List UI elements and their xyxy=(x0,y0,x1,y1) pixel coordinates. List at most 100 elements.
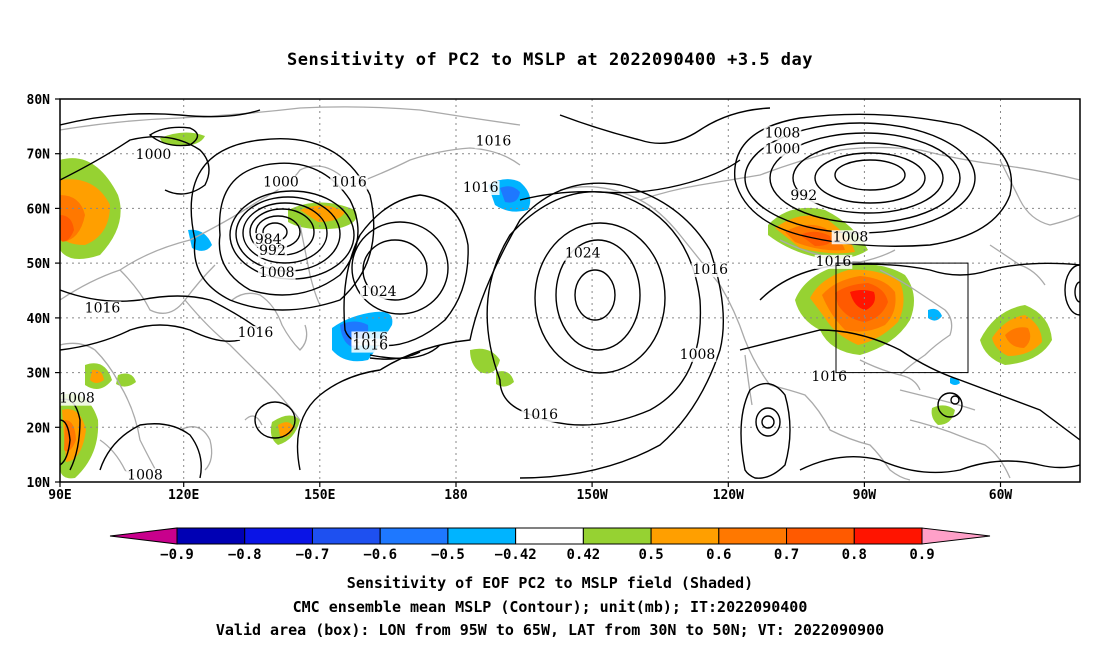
contour-label: 1008 xyxy=(59,391,95,407)
contour-label-bg xyxy=(262,175,300,190)
colorbar-labels: −0.9 −0.8 −0.7 −0.6 −0.5 −0.42 0.42 0.5 0.6 0.7 0.… xyxy=(160,547,935,563)
contour-label: 1016 xyxy=(352,338,388,354)
lon-tick-label: 120E xyxy=(168,488,199,503)
colorbar-cell xyxy=(447,527,517,545)
colorbar-label: 0.7 xyxy=(774,547,799,563)
lat-tick-label: 30N xyxy=(27,367,51,382)
caption-contour: CMC ensemble mean MSLP (Contour); unit(m… xyxy=(292,598,808,616)
colorbar-cell xyxy=(853,527,923,545)
lat-tick-label: 50N xyxy=(27,257,51,272)
colorbar-label: 0.6 xyxy=(706,547,731,563)
lon-tick-label: 150E xyxy=(304,488,335,503)
axis-ticks xyxy=(55,98,1002,487)
contour-label: 1016 xyxy=(816,254,852,270)
contour-label-bg xyxy=(691,263,730,278)
contour-label-bg xyxy=(253,232,283,247)
colorbar-cell xyxy=(582,527,652,545)
colorbar-cell xyxy=(311,527,381,545)
colorbar-label: −0.8 xyxy=(228,547,262,563)
colorbar-cell xyxy=(650,527,720,545)
lon-tick-label: 90E xyxy=(48,488,71,503)
colorbar-low-arrow xyxy=(109,527,178,545)
colorbar-cell xyxy=(244,527,313,545)
colorbar: −0.9 −0.8 −0.7 −0.6 −0.5 −0.42 0.42 0.5 0.6 0.7 0.… xyxy=(109,527,991,563)
caption-valid-area: Valid area (box): LON from 95W to 65W, L… xyxy=(215,621,885,639)
contour-label-bg xyxy=(58,391,96,406)
lat-tick-label: 20N xyxy=(27,421,51,436)
mslp-contours xyxy=(60,107,1080,479)
contour-label: 1024 xyxy=(361,284,397,300)
contour-label-bg xyxy=(83,301,122,316)
contour-label: 1016 xyxy=(238,325,274,341)
contour-label-bg xyxy=(810,369,849,384)
contour-label-bg xyxy=(814,254,853,269)
contour-label: 1016 xyxy=(692,262,728,278)
valid-area-box xyxy=(835,262,969,374)
contour-label: 1008 xyxy=(765,125,801,141)
lon-tick-label: 90W xyxy=(853,488,877,503)
contour-label: 1016 xyxy=(463,180,499,196)
chart-title: Sensitivity of PC2 to MSLP at 2022090400… xyxy=(286,50,813,70)
contour-label-bg xyxy=(461,181,500,196)
contour-label: 1016 xyxy=(331,175,367,191)
lon-tick-labels: 90E 120E 150E 180 150W 120W 90W 60W xyxy=(48,488,1012,503)
contour-label: 1008 xyxy=(680,347,716,363)
colorbar-label: 0.8 xyxy=(842,547,867,563)
contour-label: 1024 xyxy=(565,246,601,262)
lon-tick-label: 60W xyxy=(989,488,1013,503)
contour-label-bg xyxy=(359,284,398,299)
colorbar-label: −0.5 xyxy=(431,547,465,563)
contour-label-bg xyxy=(789,189,819,204)
contour-label: 1008 xyxy=(127,467,163,483)
colorbar-label: −0.42 xyxy=(495,547,537,563)
contour-label-bg xyxy=(678,347,717,362)
colorbar-label: 0.42 xyxy=(567,547,601,563)
contour-label: 992 xyxy=(259,243,286,259)
colorbar-label: −0.6 xyxy=(363,547,397,563)
contour-label-bg xyxy=(236,326,275,341)
contour-label: 1000 xyxy=(263,175,299,191)
colorbar-high-arrow xyxy=(921,527,991,545)
colorbar-label: 0.5 xyxy=(638,547,663,563)
contour-label: 1008 xyxy=(833,229,869,245)
lat-tick-labels: 80N 70N 60N 50N 40N 30N 20N 10N xyxy=(27,93,51,491)
contour-label-bg xyxy=(763,126,802,141)
contour-label-bg xyxy=(474,134,513,149)
gridlines xyxy=(60,99,1080,482)
contour-label: 1016 xyxy=(522,407,558,423)
caption-shaded: Sensitivity of EOF PC2 to MSLP field (Sh… xyxy=(346,574,754,592)
colorbar-label: −0.7 xyxy=(296,547,330,563)
colorbar-cells xyxy=(176,527,923,545)
lon-tick-label: 120W xyxy=(713,488,744,503)
contour-label-bg xyxy=(521,408,560,423)
contour-label-bg xyxy=(330,175,368,190)
contour-label: 992 xyxy=(790,188,817,204)
colorbar-cell xyxy=(379,527,449,545)
contour-label: 1016 xyxy=(811,369,847,385)
contour-label: 1000 xyxy=(136,147,172,163)
contour-label-bg xyxy=(126,468,164,483)
colorbar-label: 0.9 xyxy=(909,547,934,563)
contour-label-bg xyxy=(563,246,602,261)
contour-label-bg xyxy=(763,142,802,157)
contour-label-bg xyxy=(351,338,390,353)
lat-tick-label: 40N xyxy=(27,312,51,327)
colorbar-cell xyxy=(176,527,246,545)
contour-label: 1000 xyxy=(765,142,801,158)
colorbar-cell xyxy=(515,527,584,545)
contour-label: 1016 xyxy=(85,300,121,316)
lat-tick-label: 70N xyxy=(27,148,51,163)
lon-tick-label: 150W xyxy=(576,488,607,503)
colorbar-label: −0.9 xyxy=(160,547,194,563)
contour-label: 1016 xyxy=(476,134,512,150)
lon-tick-label: 180 xyxy=(444,488,468,503)
colorbar-cell xyxy=(786,527,855,545)
lat-tick-label: 10N xyxy=(27,476,51,491)
contour-label-bg xyxy=(134,148,173,163)
contour-label-bg xyxy=(257,265,296,280)
colorbar-cell xyxy=(718,527,788,545)
lat-tick-label: 80N xyxy=(27,93,51,108)
contour-label-bg xyxy=(831,230,870,245)
